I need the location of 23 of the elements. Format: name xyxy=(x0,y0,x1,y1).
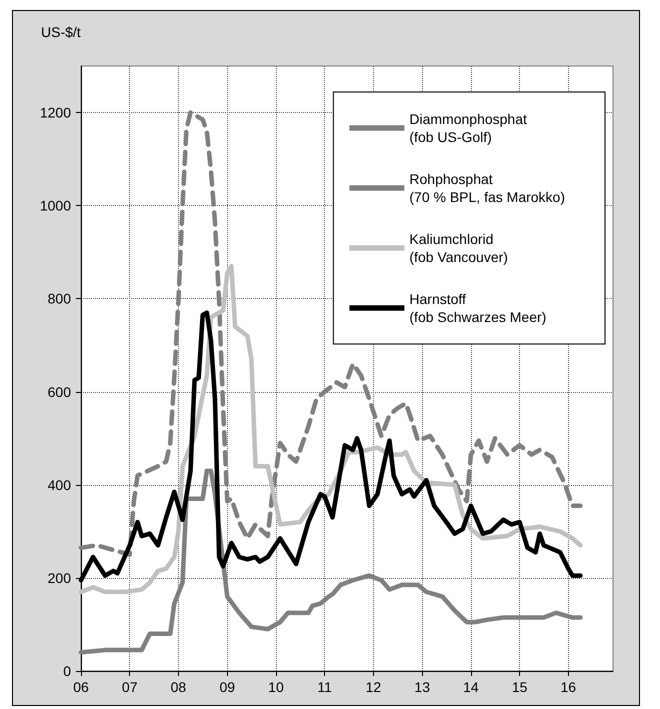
x-tick-label: 10 xyxy=(268,679,284,695)
legend-label: Kaliumchlorid (fob Vancouver) xyxy=(409,231,508,265)
x-tick-label: 07 xyxy=(122,679,138,695)
y-tick-label: 0 xyxy=(63,663,72,679)
y-axis-title: US-$/t xyxy=(41,24,81,40)
x-tick-label: 08 xyxy=(170,679,186,695)
x-tick-label: 09 xyxy=(219,679,236,695)
y-tick-label: 400 xyxy=(48,476,72,493)
x-tick-label: 16 xyxy=(560,679,576,695)
x-tick-label: 11 xyxy=(317,679,332,695)
y-tick-label: 1000 xyxy=(40,198,72,214)
legend-label: Harnstoff (fob Schwarzes Meer) xyxy=(409,291,546,325)
x-tick-label: 13 xyxy=(414,679,430,695)
legend-label: Diammonphosphat (fob US-Golf) xyxy=(409,111,528,145)
y-tick-label: 800 xyxy=(48,290,72,307)
y-tick-label: 600 xyxy=(48,384,72,400)
x-tick-label: 14 xyxy=(463,679,479,695)
x-tick-label: 15 xyxy=(512,679,528,695)
x-tick-label: 12 xyxy=(366,679,382,695)
y-tick-label: 200 xyxy=(48,570,72,586)
y-tick-label: 1200 xyxy=(40,104,72,121)
x-tick-label: 06 xyxy=(73,679,89,695)
legend-label: Rohphosphat (70 % BPL, fas Marokko) xyxy=(409,171,566,205)
